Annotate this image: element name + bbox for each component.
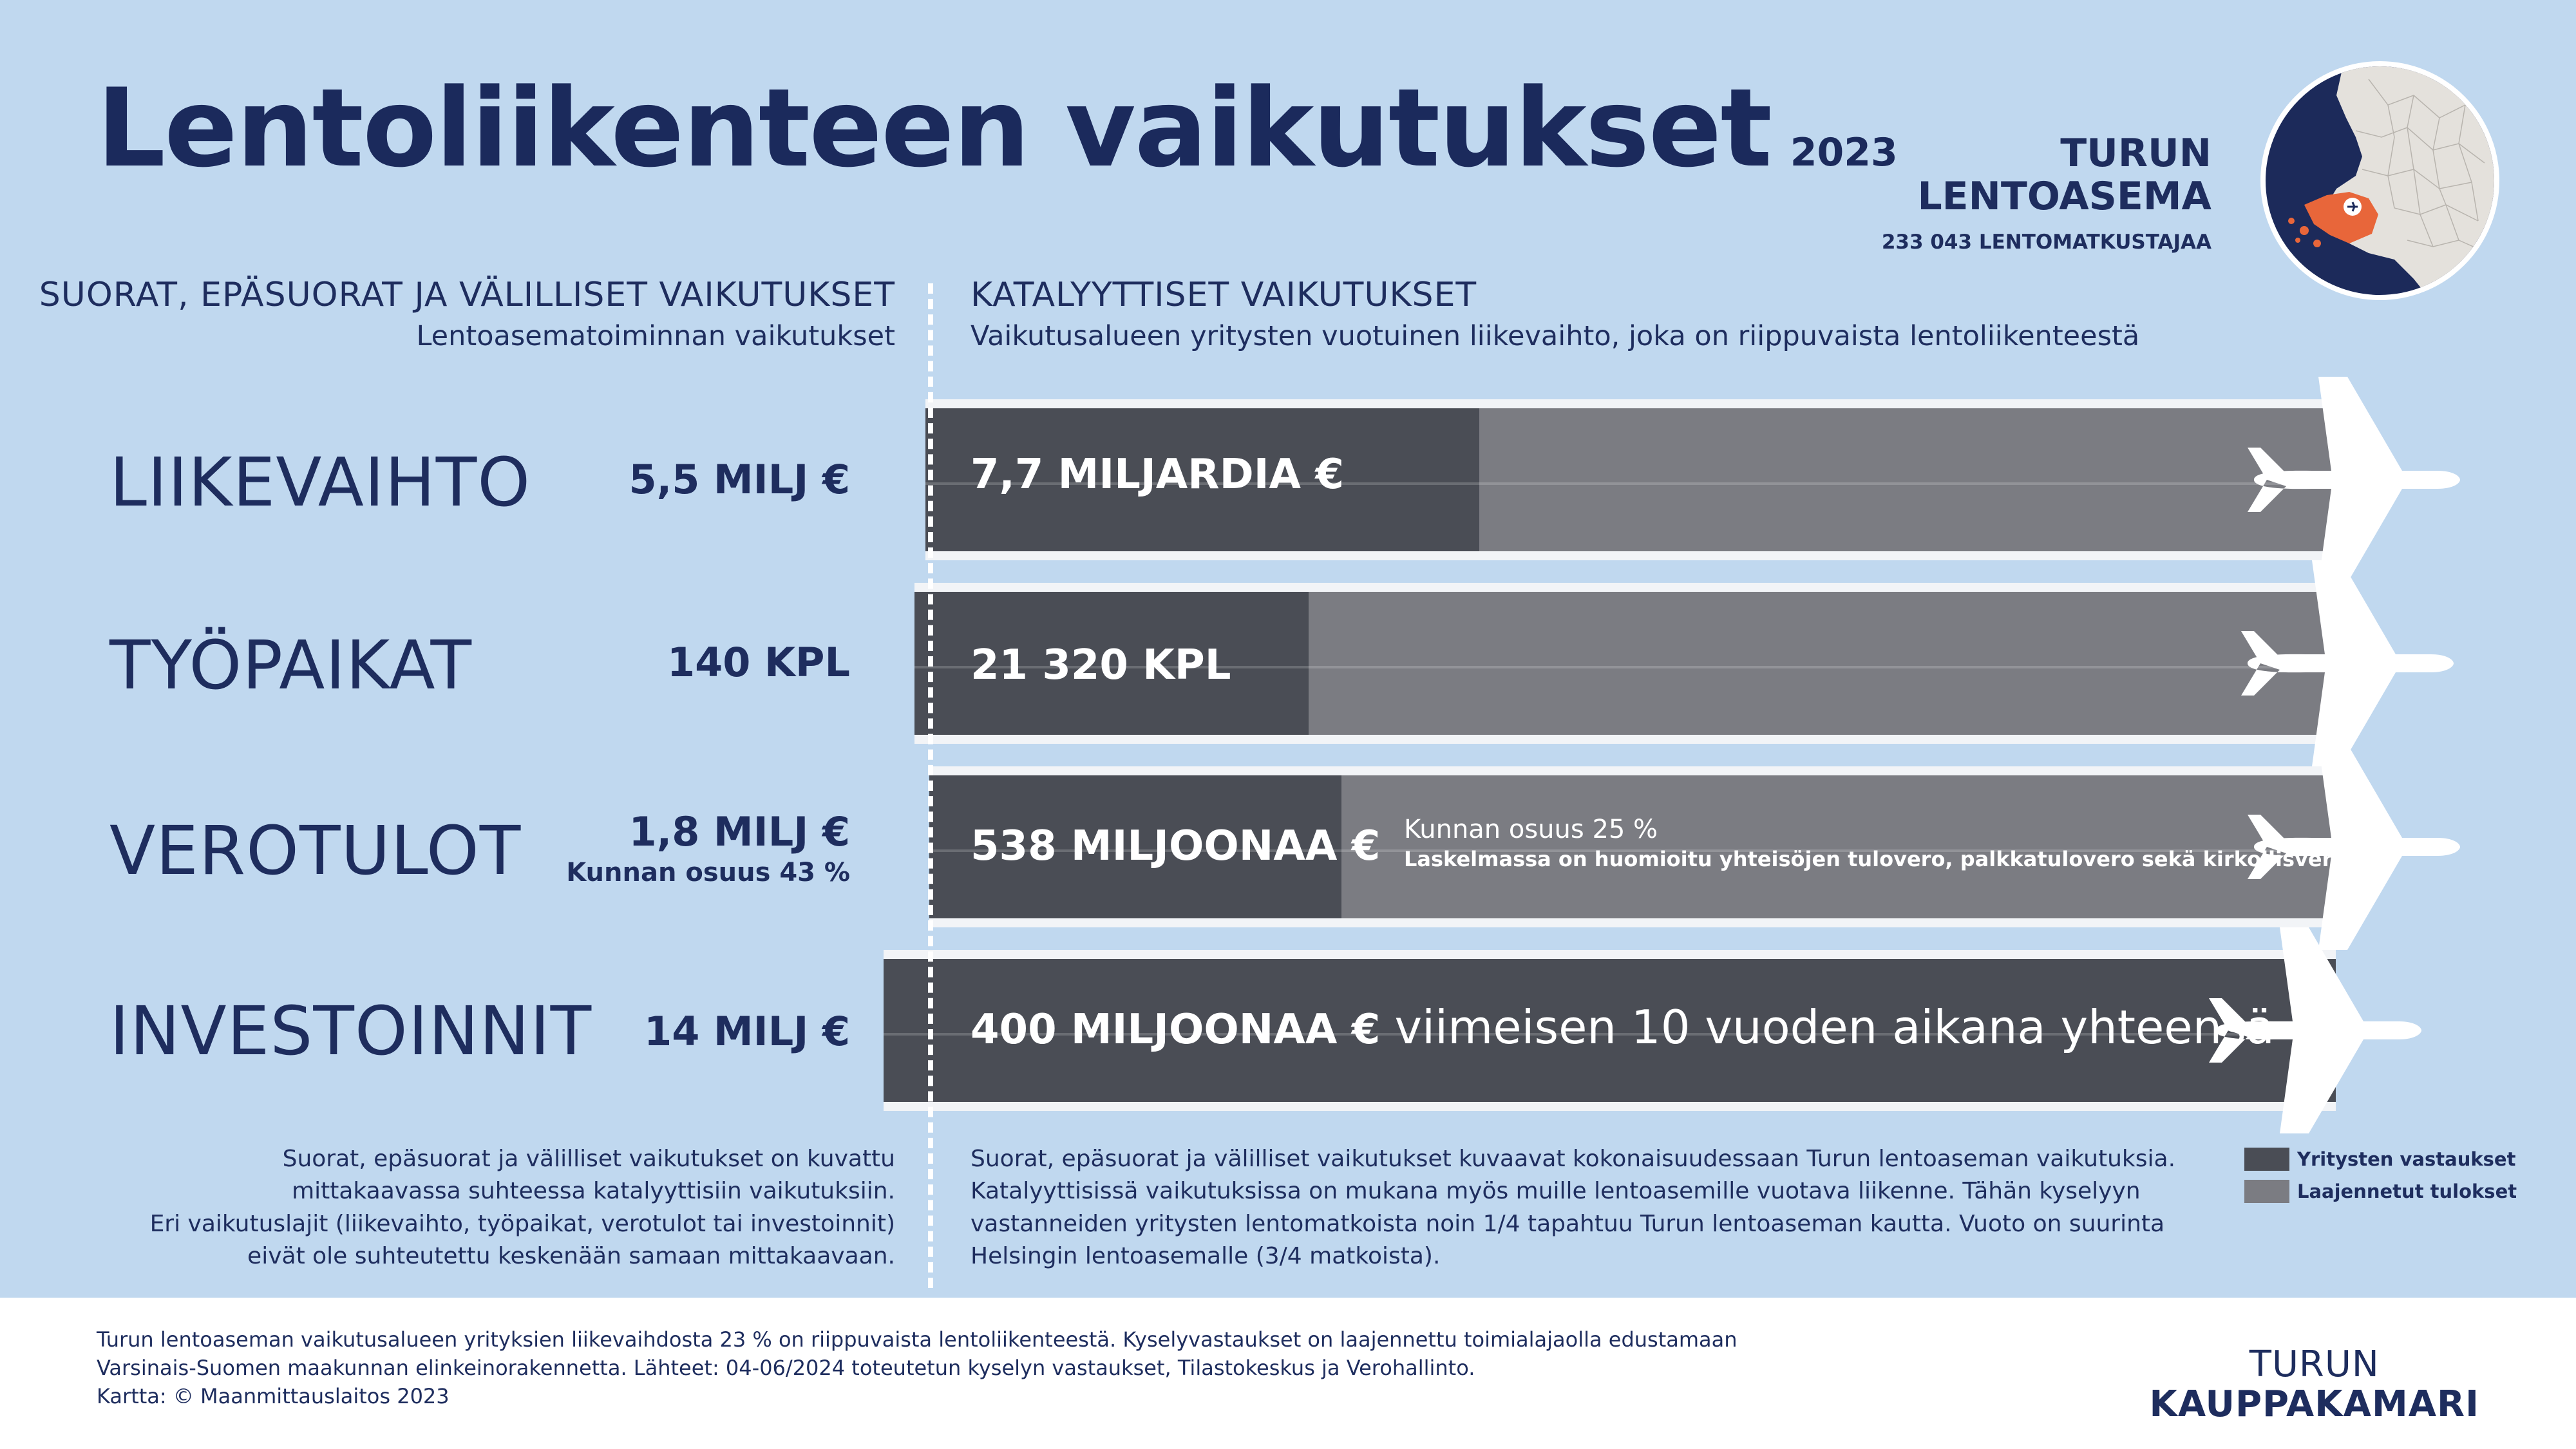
footer [0, 1298, 2576, 1449]
title-year: 2023 [1790, 130, 1898, 175]
runway-bar-revenue [925, 399, 2336, 560]
catalytic-investments-suffix: viimeisen 10 vuoden aikana yhteensä [1394, 1000, 2275, 1054]
title-text: Lentoliikenteen vaikutukset [97, 65, 1772, 191]
footer-line: Turun lentoaseman vaikutusalueen yrityks… [97, 1327, 1738, 1352]
runway-bar-taxes [929, 766, 2336, 927]
paragraph-line: mittakaavassa suhteessa katalyyttisiin v… [292, 1178, 895, 1205]
airplane-icon [2209, 927, 2421, 1133]
direct-value-taxes: 1,8 MILJ € Kunnan osuus 43 % [566, 808, 850, 887]
catalytic-value-revenue: 7,7 MILJARDIA € [971, 451, 1344, 498]
row-label-revenue: LIIKEVAIHTO [109, 443, 531, 522]
page-title: Lentoliikenteen vaikutukset 2023 [97, 74, 1898, 182]
direct-effects-subheading: Lentoasematoiminnan vaikutukset [416, 320, 895, 352]
catalytic-value-investments: 400 MILJOONAA € viimeisen 10 vuoden aika… [971, 1000, 2275, 1054]
runway-bar-jobs [914, 583, 2336, 744]
direct-value-investments: 14 MILJ € [644, 1008, 850, 1055]
legend-label: Laajennetut tulokset [2297, 1180, 2517, 1202]
section-divider [928, 283, 933, 1288]
footer-sources: Turun lentoaseman vaikutusalueen yrityks… [97, 1325, 1738, 1410]
legend-swatch-light [2244, 1180, 2289, 1203]
direct-effects-explanation: Suorat, epäsuorat ja välilliset vaikutuk… [150, 1143, 895, 1273]
row-label-investments: INVESTOINNIT [109, 992, 592, 1070]
catalytic-value-jobs: 21 320 KPL [971, 641, 1231, 689]
catalytic-taxes-note: Kunnan osuus 25 % Laskelmassa on huomioi… [1404, 815, 2354, 871]
paragraph-line: Helsingin lentoasemalle (3/4 matkoista). [971, 1243, 1441, 1270]
direct-value-taxes-amount: 1,8 MILJ € [629, 808, 850, 855]
direct-effects-heading: SUORAT, EPÄSUORAT JA VÄLILLISET VAIKUTUK… [39, 276, 895, 314]
row-label-jobs: TYÖPAIKAT [109, 626, 473, 705]
passenger-count: 233 043 LENTOMATKUSTAJAA [1881, 231, 2211, 254]
paragraph-line: Eri vaikutuslajit (liikevaihto, työpaika… [149, 1210, 895, 1237]
runway-bar-investments [884, 950, 2336, 1111]
catalytic-value-taxes: 538 MILJOONAA € [971, 822, 1381, 870]
chamber-logo-line1: TURUN [2249, 1343, 2380, 1385]
direct-value-taxes-note: Kunnan osuus 43 % [566, 858, 850, 887]
expanded-results-segment [1309, 592, 2336, 735]
chamber-logo: TURUN KAUPPAKAMARI [2149, 1345, 2479, 1424]
finland-map [2260, 61, 2499, 300]
airport-name-line1: TURUN [2060, 131, 2211, 176]
legend-item-survey-responses: Yritysten vastaukset [2244, 1148, 2515, 1171]
airplane-icon [2241, 560, 2454, 766]
direct-value-jobs: 140 KPL [667, 639, 850, 686]
paragraph-line: eivät ole suhteutettu keskenään samaan m… [247, 1243, 895, 1270]
airport-name-line2: LENTOASEMA [1917, 174, 2211, 220]
direct-value-revenue: 5,5 MILJ € [629, 456, 850, 503]
paragraph-line: Suorat, epäsuorat ja välilliset vaikutuk… [282, 1146, 895, 1172]
airplane-icon [2248, 744, 2460, 950]
legend-item-expanded-results: Laajennetut tulokset [2244, 1180, 2517, 1203]
catalytic-effects-heading: KATALYYTTISET VAIKUTUKSET [971, 276, 1477, 314]
expanded-results-segment [1479, 408, 2336, 551]
municipal-share-note: Kunnan osuus 25 % [1404, 815, 1658, 844]
legend-label: Yritysten vastaukset [2297, 1148, 2516, 1170]
paragraph-line: Katalyyttisissä vaikutuksissa on mukana … [971, 1178, 2141, 1205]
map-graphic [2288, 66, 2494, 295]
paragraph-line: vastanneiden yritysten lentomatkoista no… [971, 1210, 2165, 1237]
catalytic-effects-explanation: Suorat, epäsuorat ja välilliset vaikutuk… [971, 1143, 2175, 1273]
footer-line: Varsinais-Suomen maakunnan elinkeinorake… [97, 1356, 1475, 1381]
airplane-icon [2248, 377, 2460, 583]
legend-swatch-dark [2244, 1148, 2289, 1171]
row-label-taxes: VEROTULOT [109, 811, 522, 890]
footer-line: Kartta: © Maanmittauslaitos 2023 [97, 1384, 450, 1409]
paragraph-line: Suorat, epäsuorat ja välilliset vaikutuk… [971, 1146, 2176, 1172]
catalytic-investments-amount: 400 MILJOONAA € [971, 1006, 1381, 1054]
chamber-logo-line2: KAUPPAKAMARI [2149, 1383, 2479, 1425]
airport-info: TURUN LENTOASEMA 233 043 LENTOMATKUSTAJA… [1881, 131, 2211, 254]
tax-calculation-note: Laskelmassa on huomioitu yhteisöjen tulo… [1404, 847, 2354, 871]
expanded-results-segment [1341, 775, 2336, 918]
catalytic-effects-subheading: Vaikutusalueen yritysten vuotuinen liike… [971, 320, 2140, 352]
